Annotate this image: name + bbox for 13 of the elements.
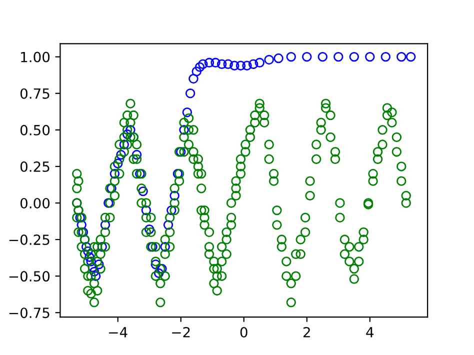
y-tick-label: 0.25 [20,161,50,172]
y-tick-label: 0.50 [20,124,50,136]
y-tick-label: −0.75 [9,308,50,318]
x-tick-label: 4 [366,327,374,338]
y-tick-label: 0.75 [20,88,50,99]
y-tick-label: 1.00 [21,52,50,62]
x-tick-label: −4 [109,327,128,338]
x-tick-label: 2 [303,326,310,338]
x-tick-label: −2 [172,326,190,338]
y-tick-label: −0.25 [9,234,50,246]
y-tick-label: 0.00 [20,198,50,208]
x-tick-label: 0 [240,326,248,338]
y-tick-label: −0.50 [9,271,50,282]
